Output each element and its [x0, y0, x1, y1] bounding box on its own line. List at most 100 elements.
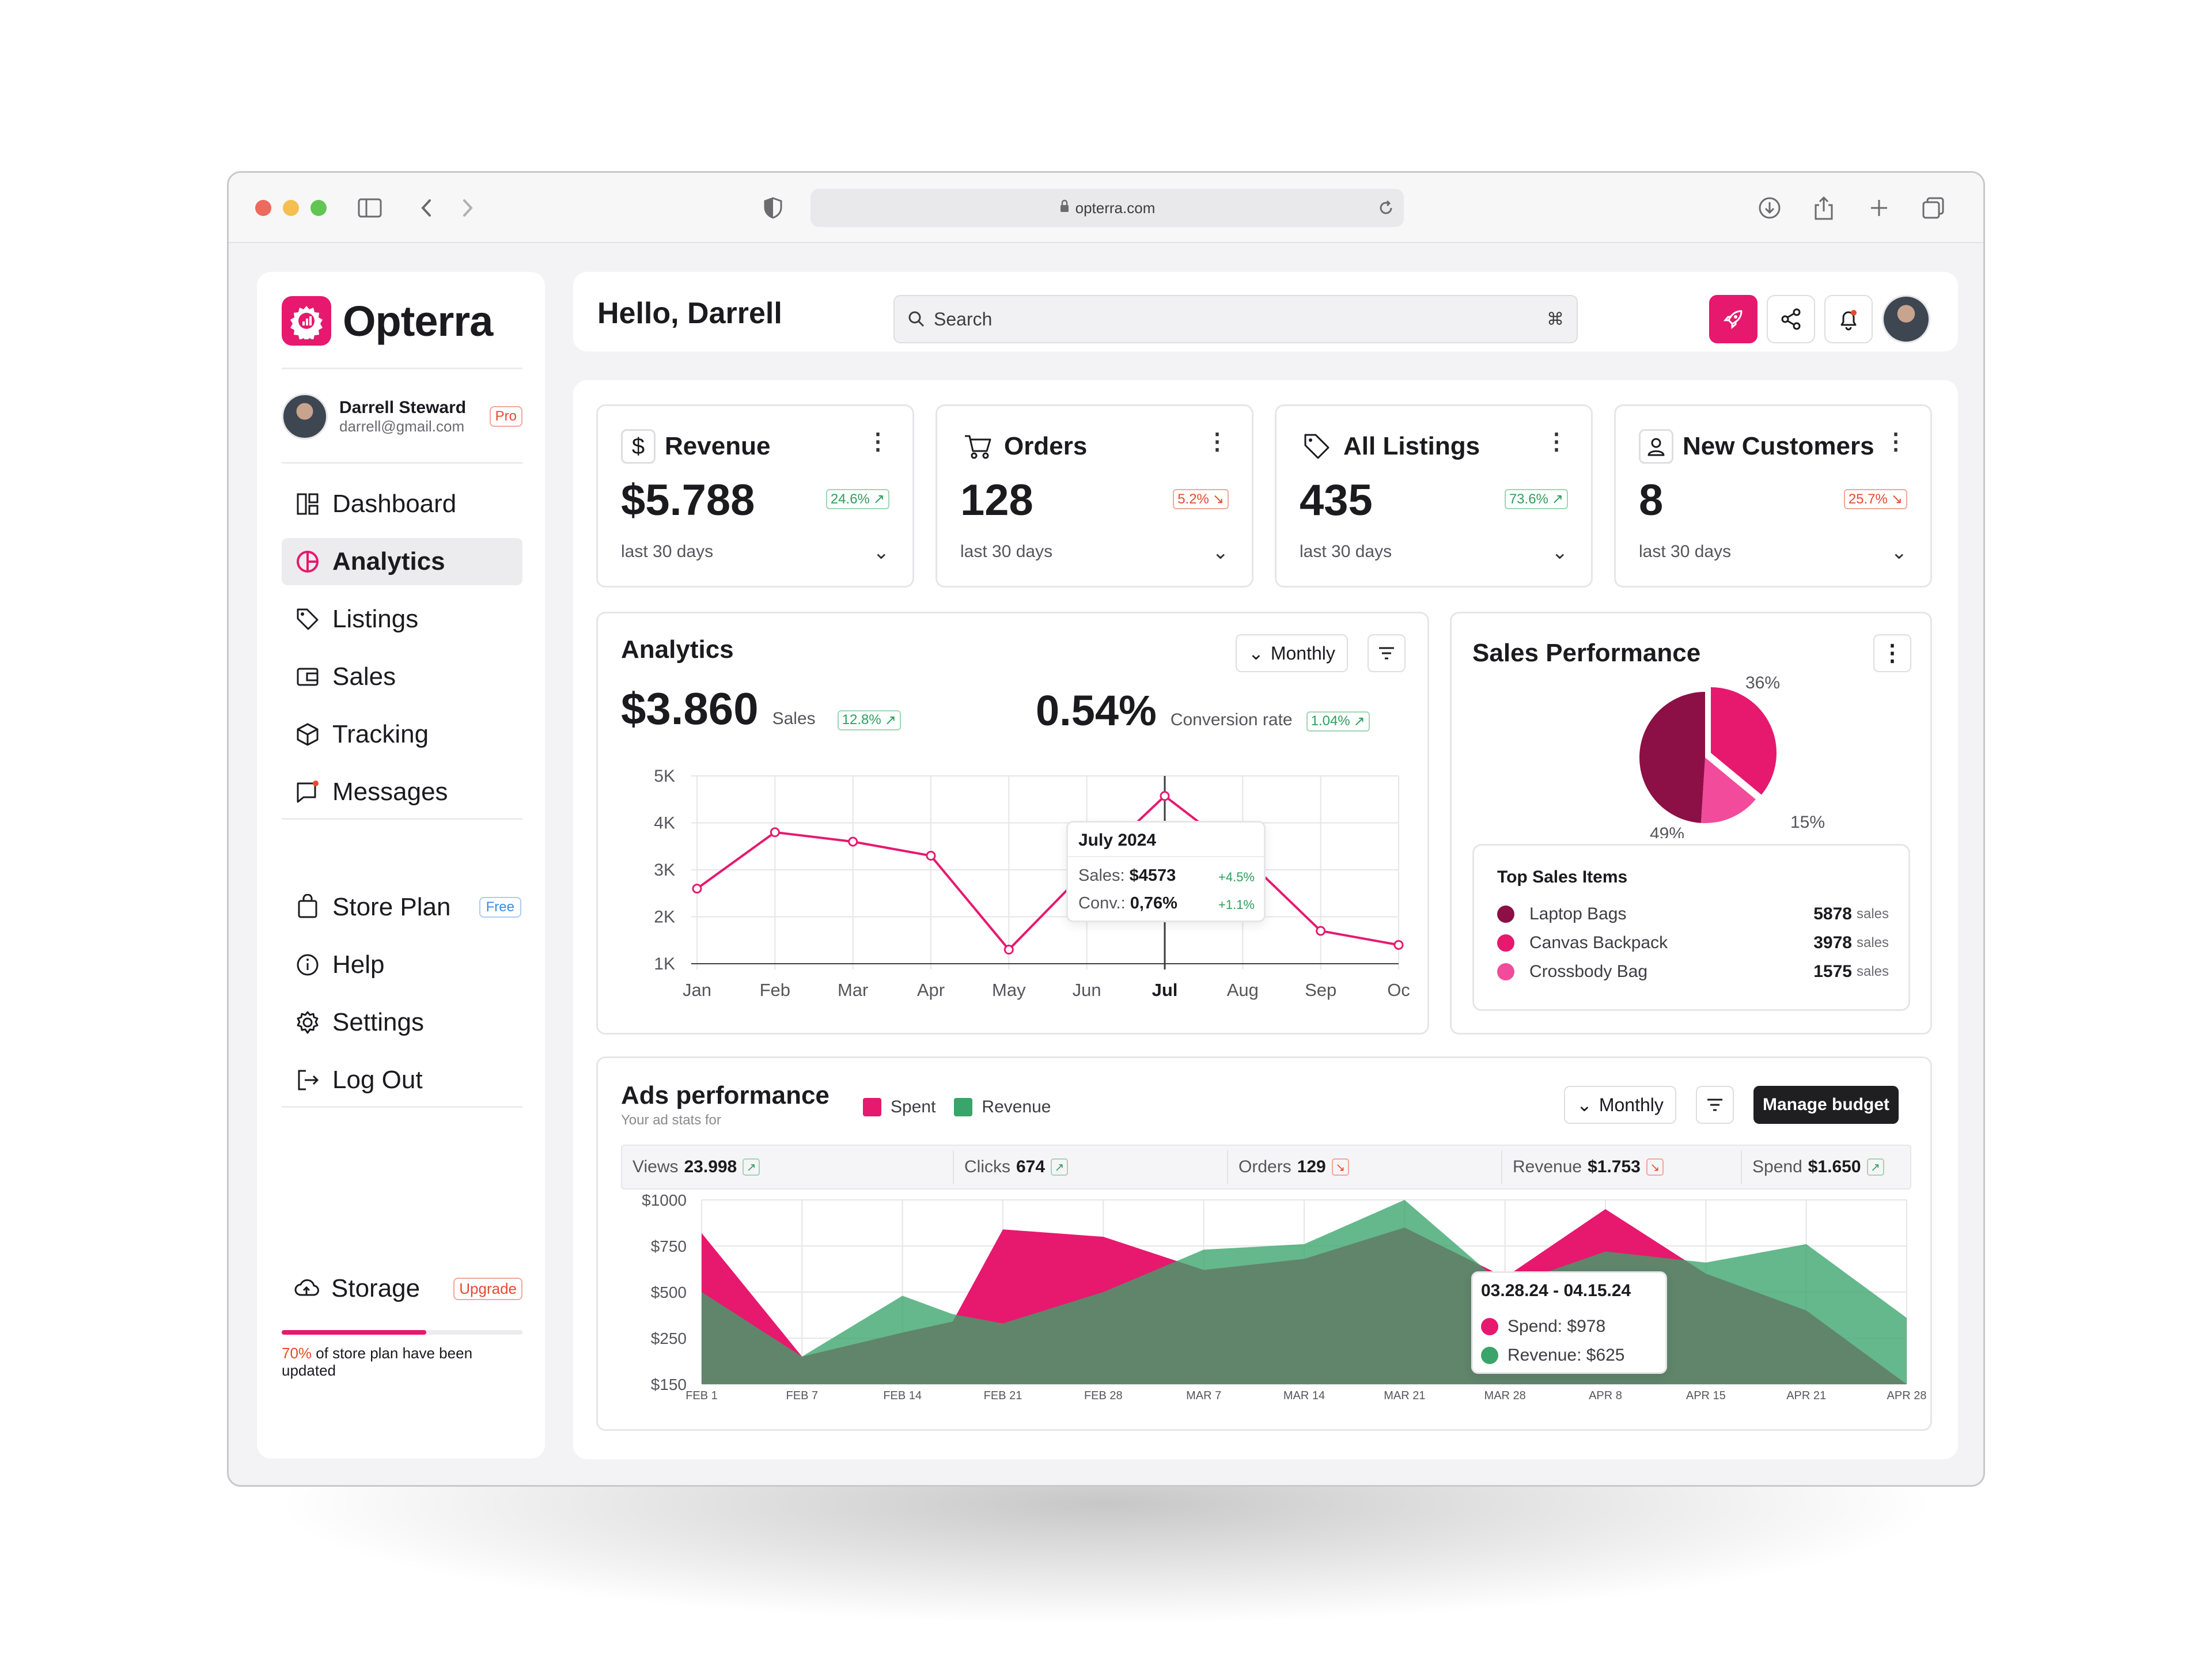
search-input[interactable]: Search ⌘ [893, 295, 1578, 343]
more-vertical-icon[interactable]: ⋮ [1884, 429, 1907, 454]
stat-clicks: Clicks 674 ↗ [964, 1146, 1069, 1188]
sidebar-toggle-icon[interactable] [355, 194, 384, 222]
reload-icon[interactable] [1377, 199, 1395, 221]
header-avatar[interactable] [1882, 295, 1930, 343]
data-point [1393, 940, 1404, 950]
dashboard-icon [297, 493, 319, 515]
more-vertical-icon[interactable]: ⋮ [1206, 429, 1229, 454]
item-sales-unit: sales [1856, 964, 1889, 979]
y-tick-label: $1000 [642, 1194, 687, 1209]
kpi-period: last 30 days [621, 542, 714, 561]
sales-line [696, 794, 1399, 951]
chevron-down-icon[interactable]: ⌄ [1212, 541, 1229, 563]
brand-logo[interactable]: Opterra [282, 296, 493, 346]
nav-item-messages[interactable]: Messages [282, 768, 522, 816]
nav-item-tracking[interactable]: Tracking [282, 711, 522, 758]
conversion-value: 0.54% [1036, 687, 1157, 734]
x-tick-label: FEB 14 [883, 1389, 922, 1402]
more-options-button[interactable]: ⋮ [1873, 634, 1911, 672]
period-select[interactable]: ⌄ Monthly [1236, 634, 1348, 672]
ads-tooltip-revenue-row: Revenue: $625 [1481, 1346, 1625, 1365]
nav-item-analytics[interactable]: Analytics [282, 538, 522, 585]
user-profile[interactable]: Darrell Steward darrell@gmail.com Pro [282, 391, 522, 442]
nav-item-listings[interactable]: Listings [282, 596, 522, 643]
share-icon[interactable] [1809, 194, 1838, 222]
pie-percent-label: 49% [1650, 824, 1684, 838]
new-tab-icon[interactable] [1865, 194, 1893, 222]
y-tick-label: $150 [651, 1376, 687, 1393]
legend-swatch [1497, 906, 1514, 923]
ads-tooltip-spend: Spend: $978 [1508, 1317, 1606, 1336]
cart-icon [965, 435, 991, 459]
x-tick-label: MAR 7 [1186, 1389, 1221, 1402]
tag-icon [1304, 434, 1330, 459]
close-window-button[interactable] [255, 200, 271, 216]
x-tick-label: Feb [760, 980, 790, 1000]
ads-filter-button[interactable] [1696, 1086, 1734, 1124]
nav-item-help[interactable]: Help [282, 941, 522, 988]
sales-summary: $3.860 Sales 12.8% ↗ [621, 683, 901, 735]
stat-label: Spend [1752, 1157, 1802, 1176]
divider [282, 368, 522, 369]
stat-revenue: Revenue $1.753 ↘ [1513, 1146, 1664, 1188]
stat-label: Views [632, 1157, 679, 1176]
kpi-period: last 30 days [1300, 542, 1392, 561]
user-name: Darrell Steward [339, 398, 467, 417]
tooltip-sales-value: $4573 [1129, 866, 1176, 885]
forward-icon[interactable] [453, 194, 482, 222]
filter-icon [1707, 1099, 1722, 1111]
logout-icon [298, 1070, 319, 1090]
download-icon[interactable] [1755, 194, 1784, 222]
top-sales-items-panel: Top Sales Items Laptop Bags 5878 sales C… [1472, 844, 1910, 1011]
nav-item-dashboard[interactable]: Dashboard [282, 480, 522, 528]
trend-up-icon: ↗ [1866, 1158, 1884, 1176]
share-button[interactable] [1767, 295, 1815, 343]
nav-label: Tracking [332, 720, 429, 748]
data-point [770, 827, 780, 838]
kpi-value: 128 [960, 476, 1033, 525]
more-vertical-icon[interactable]: ⋮ [1545, 429, 1568, 454]
manage-budget-button[interactable]: Manage budget [1753, 1086, 1899, 1124]
storage-section[interactable]: Storage Upgrade [282, 1265, 522, 1312]
item-sales: 1575 [1813, 962, 1852, 981]
chevron-down-icon[interactable]: ⌄ [1551, 541, 1569, 563]
filter-button[interactable] [1368, 634, 1406, 672]
nav-item-settings[interactable]: Settings [282, 999, 522, 1046]
chevron-down-icon[interactable]: ⌄ [1891, 541, 1908, 563]
data-point [692, 884, 702, 894]
x-tick-label: MAR 14 [1283, 1389, 1325, 1402]
storage-description: 70% of store plan have been updated [282, 1344, 522, 1379]
minimize-window-button[interactable] [283, 200, 299, 216]
more-vertical-icon[interactable]: ⋮ [866, 429, 889, 454]
trend-down-icon: ↘ [1646, 1158, 1664, 1176]
ads-period-select[interactable]: ⌄ Monthly [1564, 1086, 1676, 1124]
box-icon [297, 723, 319, 746]
nav-item-store-plan[interactable]: Store Plan Free [282, 884, 522, 931]
ads-subtitle: Your ad stats for [621, 1112, 721, 1128]
stat-orders: Orders 129 ↘ [1238, 1146, 1349, 1188]
tabs-overview-icon[interactable] [1919, 194, 1948, 222]
pie-percent-label: 15% [1790, 813, 1825, 832]
kpi-title-row: $ Revenue [621, 429, 770, 464]
shield-icon[interactable] [759, 194, 787, 222]
browser-window: opterra.com Opterr [227, 171, 1985, 1487]
tooltip-conv-label: Conv.: [1078, 894, 1126, 912]
plan-free-badge: Free [479, 897, 521, 918]
chevron-down-icon[interactable]: ⌄ [873, 541, 890, 563]
sales-value: $3.860 [621, 683, 759, 734]
maximize-window-button[interactable] [310, 200, 327, 216]
boost-button[interactable] [1709, 295, 1758, 343]
ads-legend: Spent Revenue [863, 1097, 1051, 1117]
tooltip-sales-change: +4.5% [1218, 870, 1255, 884]
pie-slice [1639, 692, 1705, 823]
nav-label: Messages [332, 778, 448, 806]
upgrade-button[interactable]: Upgrade [453, 1277, 522, 1300]
item-sales-unit: sales [1856, 935, 1889, 950]
y-tick-label: $750 [651, 1237, 687, 1255]
notifications-button[interactable] [1824, 295, 1873, 343]
nav-item-logout[interactable]: Log Out [282, 1056, 522, 1104]
address-bar[interactable]: opterra.com [810, 189, 1404, 227]
back-icon[interactable] [412, 194, 441, 222]
dollar-icon: $ [621, 429, 656, 464]
nav-item-sales[interactable]: Sales [282, 653, 522, 700]
